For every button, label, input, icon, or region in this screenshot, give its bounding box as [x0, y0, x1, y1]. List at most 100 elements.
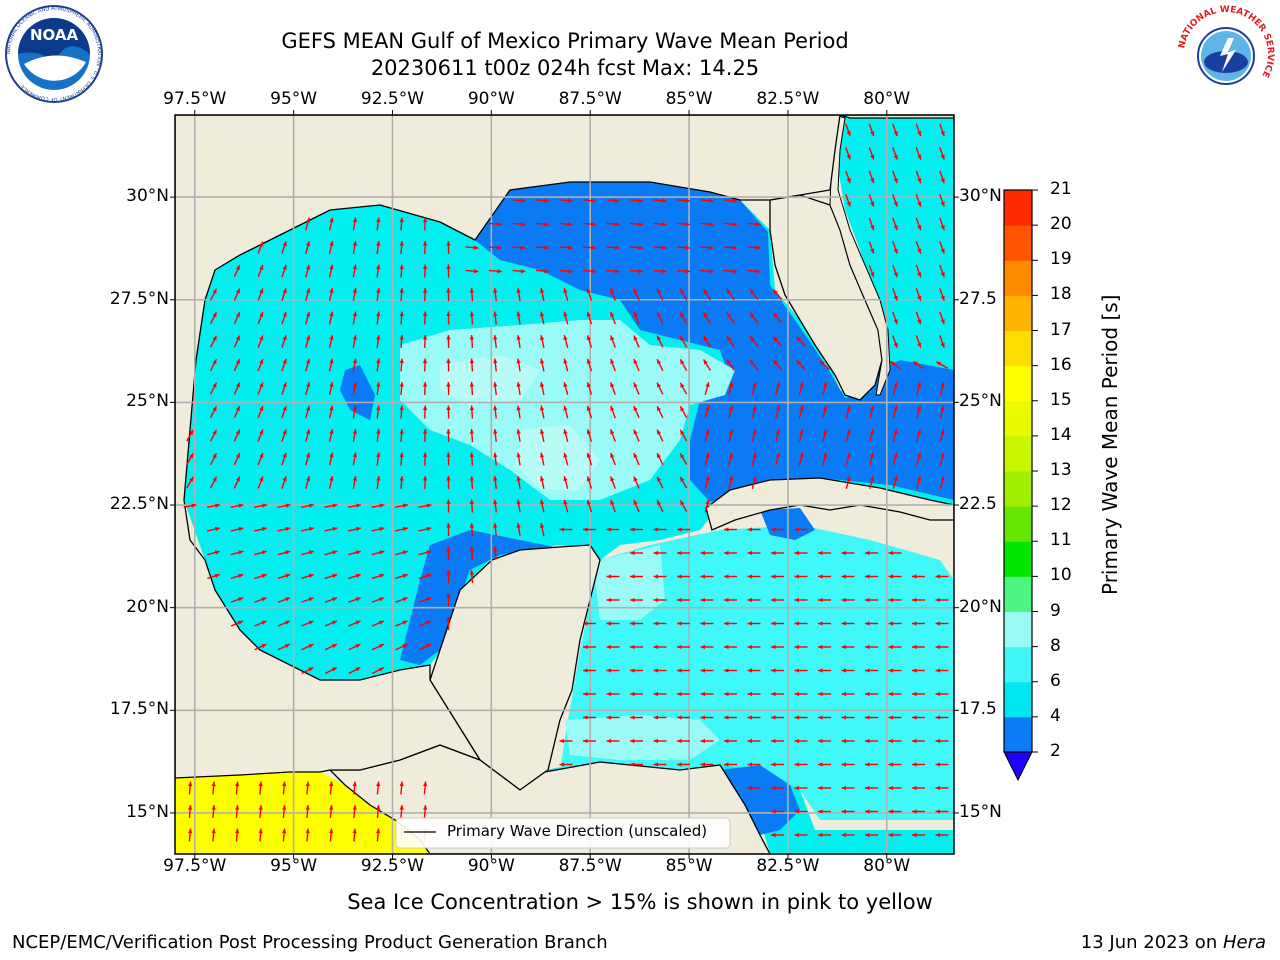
wave-arrow-507 — [324, 620, 338, 627]
wave-arrow-360 — [469, 475, 475, 490]
wave-arrow-277 — [845, 405, 851, 419]
wave-arrow-388 — [418, 503, 432, 508]
period-zone-9-center2 — [515, 425, 600, 490]
wave-arrow-39 — [559, 222, 573, 227]
wave-arrow-587 — [912, 691, 925, 697]
wave-arrow-368 — [656, 476, 664, 489]
wave-direction-arrows — [183, 123, 949, 842]
wave-arrow-451 — [207, 573, 220, 580]
wave-arrow-320 — [305, 452, 311, 466]
wave-arrow-494 — [747, 597, 761, 603]
wave-arrow-568 — [841, 668, 855, 673]
period-zone-2-4-northeast — [475, 182, 954, 502]
wave-arrow-236 — [586, 382, 593, 395]
colorbar-tick-label-2: 6 — [1050, 670, 1061, 691]
wave-arrow-139 — [352, 311, 357, 325]
wave-arrow-174 — [516, 334, 521, 349]
wave-arrow-69 — [653, 245, 667, 250]
wave-arrow-292 — [422, 428, 428, 443]
wave-arrow-16 — [535, 198, 550, 203]
wave-arrow-10 — [845, 170, 851, 184]
wave-arrow-634 — [888, 762, 902, 767]
wave-arrow-523 — [818, 621, 831, 626]
wave-arrow-518 — [700, 621, 714, 626]
wave-arrow-217 — [889, 360, 901, 370]
colorbar-swatch-9 — [1004, 400, 1032, 437]
wave-arrow-127 — [726, 288, 735, 301]
wave-arrow-306 — [751, 429, 757, 442]
colorbar-tick-label-3: 8 — [1050, 635, 1061, 656]
wave-arrow-478 — [230, 597, 244, 603]
wave-arrow-366 — [610, 476, 616, 489]
wave-arrow-346 — [916, 452, 922, 466]
wave-arrow-246 — [822, 382, 828, 395]
wave-arrow-98 — [700, 269, 714, 274]
colorbar — [1003, 189, 1038, 782]
wave-arrow-386 — [371, 503, 385, 508]
wave-arrow-670 — [818, 809, 831, 814]
wave-arrow-410 — [418, 526, 432, 532]
wave-arrow-72 — [723, 245, 738, 250]
colorbar-tick-label-4: 9 — [1050, 600, 1061, 621]
wave-arrow-653 — [865, 785, 878, 791]
wave-arrow-400 — [704, 499, 710, 513]
wave-arrow-21 — [653, 198, 667, 203]
wave-arrow-441 — [677, 550, 690, 556]
wave-arrow-191 — [233, 358, 241, 372]
wave-arrow-588 — [935, 691, 949, 697]
legend-label: Primary Wave Direction (unscaled) — [447, 822, 708, 840]
wave-arrow-497 — [818, 597, 831, 603]
wave-arrow-573 — [583, 691, 596, 697]
wave-arrow-599 — [818, 715, 831, 720]
wave-arrow-694 — [935, 832, 949, 838]
lon-label-top-0: 97.5°W — [163, 89, 227, 109]
wave-arrow-324 — [399, 452, 404, 466]
wave-arrow-488 — [606, 597, 620, 603]
colorbar-swatch-13 — [1004, 260, 1032, 296]
wave-arrow-229 — [422, 381, 428, 396]
wave-arrow-183 — [726, 335, 735, 348]
wave-arrow-42 — [629, 222, 644, 227]
nws-logo-icon: NATIONAL WEATHER SERVICE — [1177, 5, 1275, 102]
wave-arrow-692 — [888, 832, 902, 838]
wave-arrow-422 — [724, 527, 737, 532]
wave-arrow-247 — [892, 382, 898, 395]
wave-arrow-643 — [329, 781, 334, 795]
wave-arrow-515 — [630, 621, 643, 626]
wave-arrow-655 — [912, 785, 925, 791]
wave-arrow-73 — [747, 245, 761, 250]
colorbar-swatch-3 — [1004, 611, 1032, 648]
wave-arrow-397 — [633, 499, 640, 513]
wave-arrow-329 — [516, 452, 521, 466]
wave-arrow-654 — [888, 785, 902, 791]
lon-label-top-6: 82.5°W — [756, 89, 820, 109]
wave-arrow-104 — [939, 264, 945, 278]
wave-arrow-341 — [798, 452, 804, 466]
wave-arrow-521 — [771, 621, 784, 626]
wave-arrow-666 — [399, 804, 404, 819]
wave-arrow-570 — [888, 668, 902, 673]
wave-arrow-209 — [656, 358, 664, 372]
wave-arrow-418 — [606, 527, 620, 532]
wave-arrow-293 — [446, 428, 451, 443]
wave-arrow-106 — [233, 288, 241, 301]
wave-arrow-45 — [700, 222, 714, 227]
wave-arrow-135 — [257, 311, 264, 325]
wave-arrow-276 — [822, 405, 828, 419]
wave-arrow-394 — [563, 499, 569, 513]
wave-arrow-529 — [254, 643, 267, 651]
noaa-logo-icon: NOAA NATIONAL OCEANIC AND ATMOSPHERIC AD… — [5, 5, 103, 103]
wave-arrow-157 — [772, 312, 783, 324]
wave-arrow-411 — [446, 522, 451, 537]
wave-arrow-367 — [633, 476, 640, 489]
wave-arrow-513 — [583, 621, 596, 626]
wave-arrow-359 — [446, 475, 451, 490]
wave-arrow-108 — [281, 288, 287, 301]
wave-arrow-635 — [912, 762, 925, 767]
wave-arrow-354 — [328, 476, 334, 489]
period-zone-9-center — [440, 355, 540, 405]
wave-arrow-444 — [747, 550, 761, 556]
wave-arrow-344 — [869, 452, 875, 466]
wave-arrow-667 — [423, 804, 428, 819]
wave-arrow-313 — [916, 429, 922, 442]
